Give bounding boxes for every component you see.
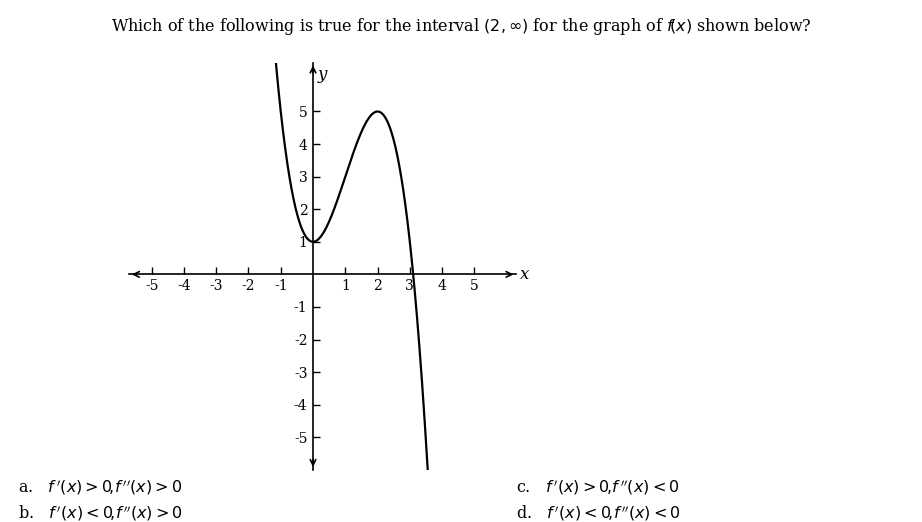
Text: y: y bbox=[318, 66, 327, 83]
Text: d.   $f\,'(x)<0\!,\!f\,''(x)<0$: d. $f\,'(x)<0\!,\!f\,''(x)<0$ bbox=[516, 504, 681, 522]
Text: x: x bbox=[520, 266, 529, 283]
Text: Which of the following is true for the interval $(2,\infty)$ for the graph of $f: Which of the following is true for the i… bbox=[111, 16, 811, 37]
Text: a.   $f\,'(x)>0\!,\!f\,''(x)>0$: a. $f\,'(x)>0\!,\!f\,''(x)>0$ bbox=[18, 478, 183, 497]
Text: c.   $f\,'(x)>0\!,\!f\,''(x)<0$: c. $f\,'(x)>0\!,\!f\,''(x)<0$ bbox=[516, 478, 680, 497]
Text: b.   $f\,'(x)<0\!,\!f\,''(x)>0$: b. $f\,'(x)<0\!,\!f\,''(x)>0$ bbox=[18, 504, 183, 522]
